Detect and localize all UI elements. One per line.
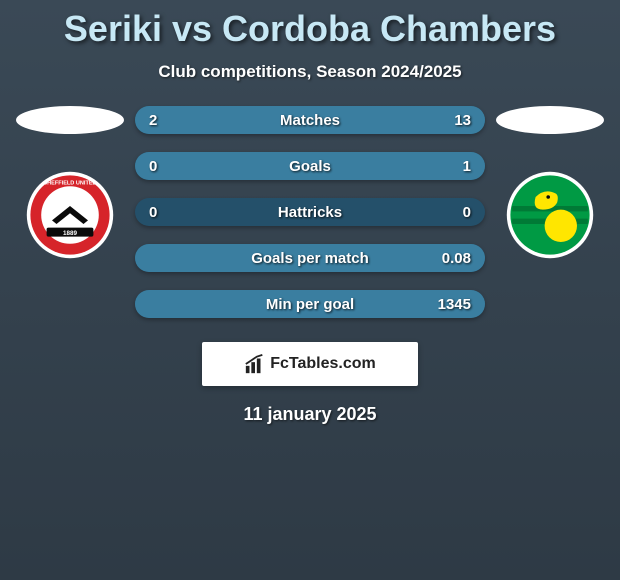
brand-text: FcTables.com <box>270 355 376 373</box>
left-crest-icon: 1889 SHEFFIELD UNITED <box>25 170 115 260</box>
stat-right-value: 1 <box>431 158 471 175</box>
stat-row: 2 Matches 13 <box>135 106 485 134</box>
date-text: 11 january 2025 <box>0 404 620 425</box>
stat-left-value: 0 <box>149 204 189 221</box>
stat-label: Matches <box>280 112 340 129</box>
svg-text:SHEFFIELD UNITED: SHEFFIELD UNITED <box>43 180 96 186</box>
right-oval <box>496 106 604 134</box>
stats-list: 2 Matches 13 0 Goals 1 0 Hattricks 0 Goals per ma… <box>135 106 485 318</box>
stat-row: 0 Goals 1 <box>135 152 485 180</box>
stat-label: Hattricks <box>278 204 342 221</box>
stat-left-value: 0 <box>149 158 189 175</box>
main-row: 1889 SHEFFIELD UNITED 2Matches130Goals10… <box>0 106 620 318</box>
chart-icon <box>244 353 266 375</box>
stat-label: Goals per match <box>251 250 369 267</box>
stat-label: Goals <box>289 158 331 175</box>
stat-right-value: 0 <box>431 204 471 221</box>
stat-row: Goals per match 0.08 <box>135 244 485 272</box>
svg-text:1889: 1889 <box>63 230 78 237</box>
stat-left-value: 2 <box>149 112 189 129</box>
right-side <box>495 106 605 260</box>
left-oval <box>16 106 124 134</box>
right-crest <box>505 170 595 260</box>
comparison-card: Seriki vs Cordoba Chambers Club competit… <box>0 0 620 425</box>
stat-right-value: 1345 <box>431 296 471 313</box>
brand-banner[interactable]: FcTables.com <box>202 342 418 386</box>
subtitle: Club competitions, Season 2024/2025 <box>0 62 620 82</box>
stat-row: Min per goal 1345 <box>135 290 485 318</box>
stat-row: 0 Hattricks 0 <box>135 198 485 226</box>
page-title: Seriki vs Cordoba Chambers <box>0 8 620 50</box>
stat-label: Min per goal <box>266 296 354 313</box>
stat-right-value: 13 <box>431 112 471 129</box>
stat-right-value: 0.08 <box>431 250 471 267</box>
left-side: 1889 SHEFFIELD UNITED <box>15 106 125 260</box>
left-crest: 1889 SHEFFIELD UNITED <box>25 170 115 260</box>
right-crest-icon <box>505 170 595 260</box>
